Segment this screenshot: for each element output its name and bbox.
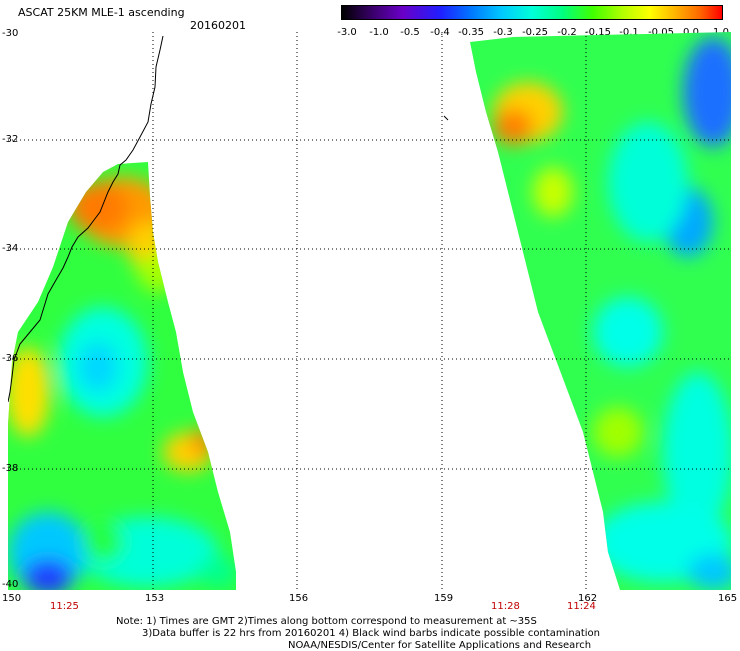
note-line: 3)Data buffer is 22 hrs from 20160201 4)… bbox=[142, 628, 600, 639]
lon-label: 153 bbox=[145, 593, 165, 604]
lon-label: 159 bbox=[434, 593, 454, 604]
lon-label: 165 bbox=[718, 593, 738, 604]
colorbar-tick-label: -0.2 bbox=[557, 27, 577, 38]
lat-label: -36 bbox=[2, 353, 19, 364]
colorbar-gradient bbox=[341, 5, 723, 20]
colorbar-tick-label: -3.0 bbox=[337, 27, 357, 38]
colorbar-tick-label: -0.1 bbox=[619, 27, 639, 38]
map-title: ASCAT 25KM MLE-1 ascending bbox=[18, 6, 185, 19]
lat-label: -34 bbox=[2, 243, 19, 254]
lat-label: -30 bbox=[2, 28, 19, 39]
coastline-small-island bbox=[443, 115, 449, 121]
map-area bbox=[8, 32, 731, 590]
colorbar: -3.0 -1.0 -0.5 -0.4 -0.35 -0.3 -0.25 -0.… bbox=[337, 5, 729, 38]
lat-label: -32 bbox=[2, 134, 19, 145]
lat-label: -38 bbox=[2, 463, 19, 474]
colorbar-tick-label: -0.35 bbox=[458, 27, 484, 38]
map-date: 20160201 bbox=[190, 19, 246, 32]
colorbar-tick-label: -0.15 bbox=[585, 27, 611, 38]
swath-time: 11:28 bbox=[491, 601, 520, 612]
note-line: NOAA/NESDIS/Center for Satellite Applica… bbox=[288, 640, 592, 651]
lon-label: 150 bbox=[2, 593, 22, 604]
swath-time: 11:25 bbox=[50, 601, 79, 612]
note-line: Note: 1) Times are GMT 2)Times along bot… bbox=[116, 616, 537, 627]
colorbar-tick-label: -0.25 bbox=[522, 27, 548, 38]
colorbar-tick-label: -0.05 bbox=[648, 27, 674, 38]
colorbar-tick-label: 0.0 bbox=[683, 27, 699, 38]
coastline bbox=[8, 35, 164, 403]
longitude-gridlines bbox=[152, 32, 587, 590]
right-swath bbox=[470, 32, 731, 590]
lon-label: 162 bbox=[578, 593, 598, 604]
colorbar-tick-label: -0.3 bbox=[493, 27, 513, 38]
lat-label: -40 bbox=[2, 579, 19, 590]
colorbar-tick-label: -0.5 bbox=[400, 27, 420, 38]
lon-label: 156 bbox=[289, 593, 309, 604]
left-swath bbox=[8, 162, 236, 590]
swath-time: 11:24 bbox=[567, 601, 596, 612]
colorbar-tick-label: -0.4 bbox=[430, 27, 450, 38]
colorbar-tick-label: -1.0 bbox=[369, 27, 389, 38]
latitude-gridlines bbox=[8, 139, 731, 470]
